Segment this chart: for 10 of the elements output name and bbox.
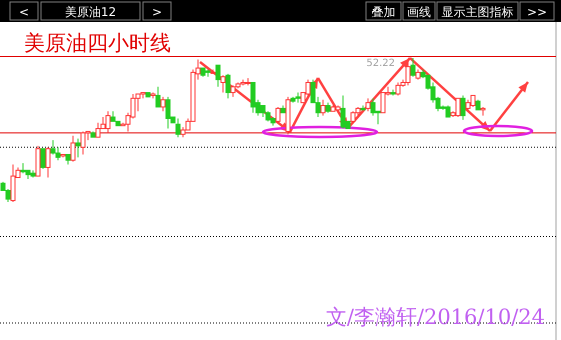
text: 显示主图指标 [442,5,514,19]
text: >> [526,5,548,19]
text: > [152,5,162,19]
annotation: 52.22 [366,58,395,69]
text: 画线 [407,5,431,19]
chart-title: 美原油四小时线 [24,31,171,55]
text: < [18,5,30,19]
text: 文/李瀚轩/2016/10/24 [326,305,545,329]
text: 美原油12 [64,5,116,19]
text: 叠加 [372,5,396,19]
